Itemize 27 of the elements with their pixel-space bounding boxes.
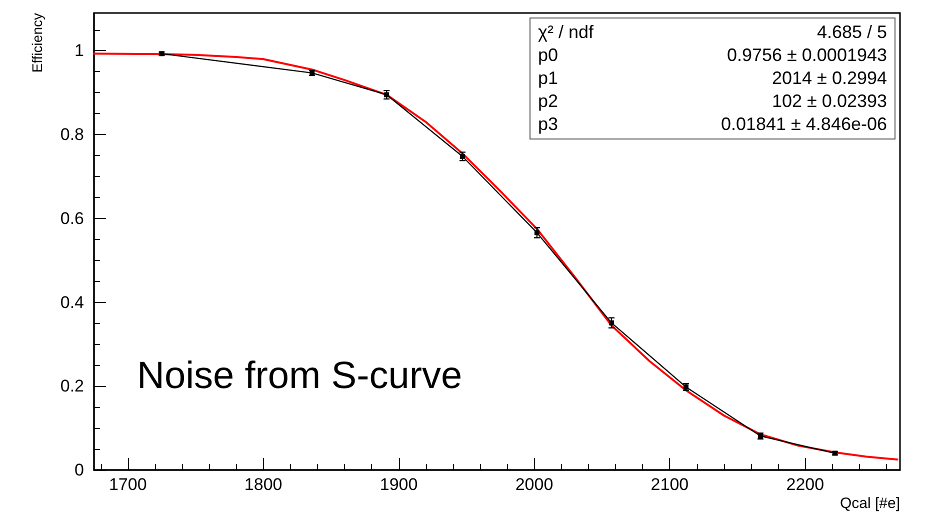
annotation: 0.9756 ± 0.0001943 [726,45,887,65]
y-tick-label: 0.4 [60,292,84,312]
annotation: 0.01841 ± 4.846e-06 [720,114,887,134]
annotation: Noise from S-curve [137,355,462,397]
annotation: χ² / ndf [538,22,594,42]
annotation: p1 [538,68,558,88]
y-tick-label: 0.8 [60,125,84,144]
y-axis-title: Efficiency [29,13,45,73]
point [608,320,614,326]
point [534,230,540,236]
annotation: 2014 ± 0.2994 [772,68,887,88]
x-tick-label: 2200 [786,475,824,494]
annotation: p3 [538,114,558,134]
x-axis-title: Qcal [#e] [840,495,900,512]
y-tick-label: 0 [74,460,84,480]
y-tick-label: 0.2 [60,376,84,396]
x-tick-label: 2100 [650,475,689,494]
y-tick-label: 1 [74,41,84,60]
annotation: p2 [538,91,558,111]
x-tick-label: 1800 [244,475,282,494]
annotation: p0 [538,45,558,65]
annotation: 4.685 / 5 [816,22,887,42]
y-tick-label: 0.6 [60,208,84,228]
x-tick-label: 1900 [380,475,418,494]
annotation: 102 ± 0.02393 [772,91,887,111]
x-tick-label: 2000 [515,475,554,494]
x-tick-label: 1700 [108,475,147,494]
